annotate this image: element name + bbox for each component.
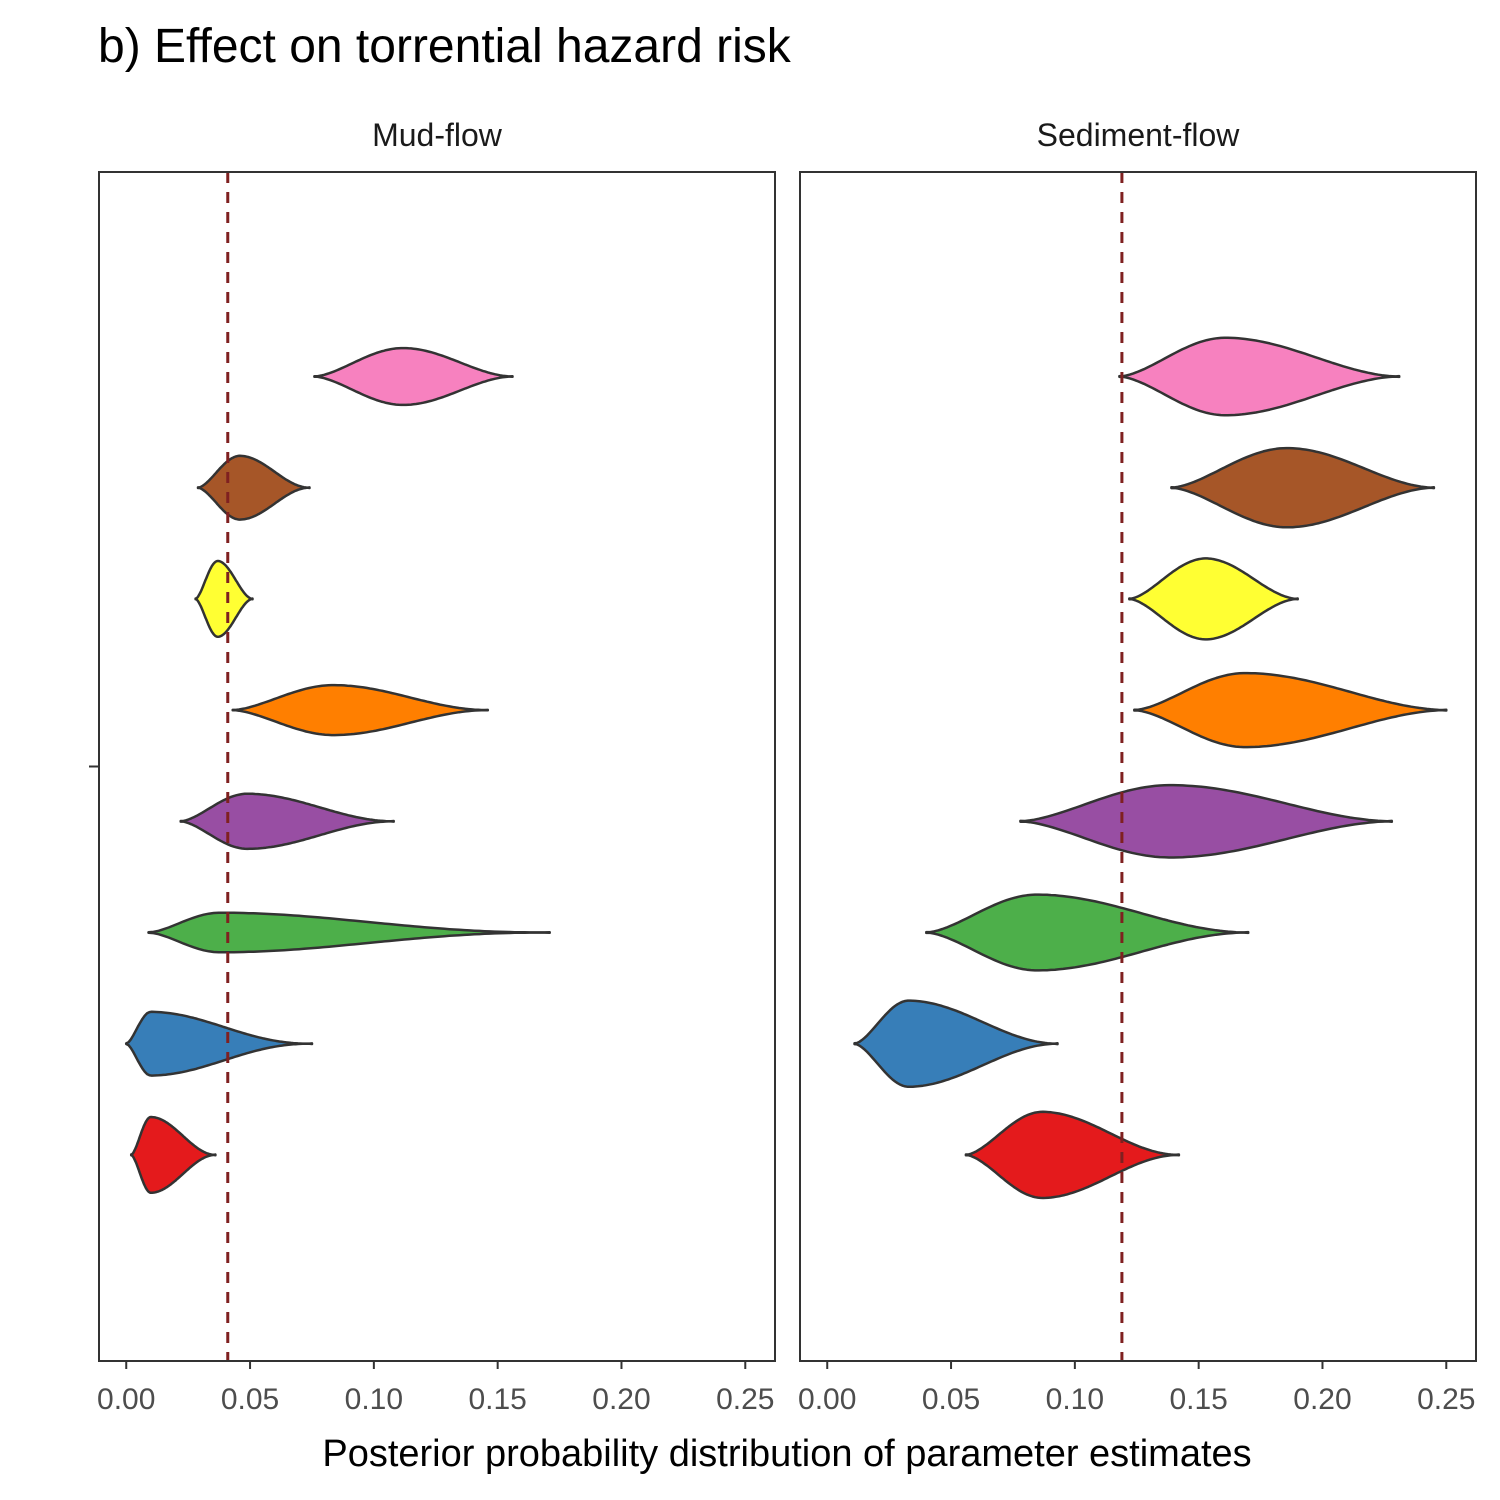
violin-6: [147, 911, 551, 954]
violin-2: [196, 454, 311, 521]
violin-6: [925, 893, 1250, 972]
x-tick-label: 0.00: [97, 1383, 155, 1416]
violin-4: [231, 683, 490, 737]
panel-border: [799, 171, 1477, 1362]
x-tick-label: 0.15: [1169, 1383, 1227, 1416]
chart-title: b) Effect on torrential hazard risk: [98, 20, 792, 73]
violin-5: [1019, 783, 1394, 859]
violin-3: [194, 559, 254, 639]
x-tick-label: 0.10: [1046, 1383, 1104, 1416]
facet-strip-label: Mud-flow: [372, 117, 503, 153]
panel-border: [98, 171, 776, 1362]
x-tick-label: 0.05: [221, 1383, 279, 1416]
x-tick-label: 0.20: [1293, 1383, 1351, 1416]
violin-8: [964, 1110, 1181, 1200]
x-tick-label: 0.00: [798, 1383, 856, 1416]
facet-panel: Sediment-flow 0.00 0.05 0.10 0.15 0.20 0.25: [798, 117, 1477, 1416]
violin-1: [1118, 336, 1401, 417]
x-tick-label: 0.25: [1417, 1383, 1475, 1416]
x-tick-label: 0.25: [716, 1383, 774, 1416]
violin-7: [853, 999, 1059, 1089]
x-tick-label: 0.05: [922, 1383, 980, 1416]
x-tick-label: 0.20: [592, 1383, 650, 1416]
violin-2: [1170, 446, 1436, 529]
facet-panel: Mud-flow 0.00 0.05 0.10 0.15 0.20 0.25: [97, 117, 776, 1416]
violin-8: [129, 1115, 217, 1195]
violin-1: [313, 346, 514, 407]
violin-3: [1128, 557, 1299, 641]
x-axis-title: Posterior probability distribution of pa…: [322, 1433, 1251, 1475]
violin-7: [124, 1010, 314, 1077]
facet-strip-label: Sediment-flow: [1037, 117, 1241, 153]
violin-4: [1133, 671, 1448, 749]
x-tick-label: 0.10: [345, 1383, 403, 1416]
x-tick-label: 0.15: [468, 1383, 526, 1416]
violin-5: [179, 792, 395, 851]
